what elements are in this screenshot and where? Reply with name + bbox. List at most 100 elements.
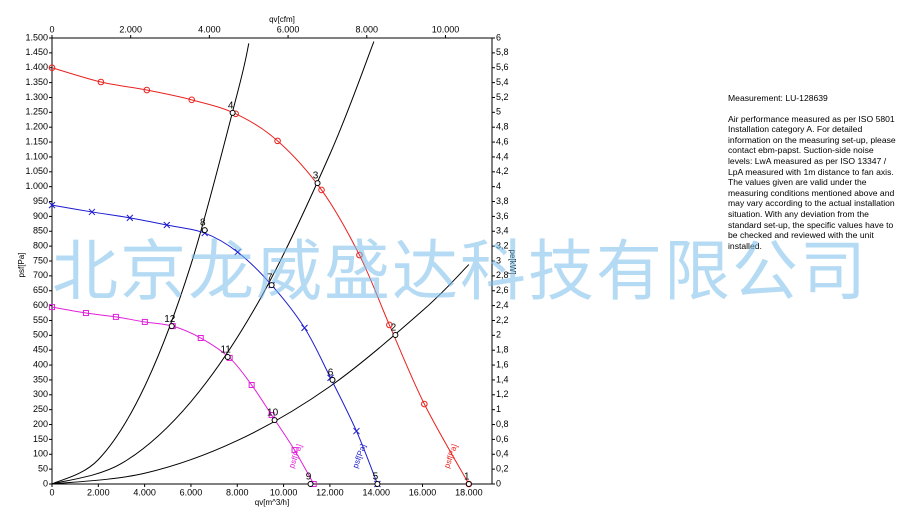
y-tick-label: 400 [33, 359, 48, 369]
curve-marker [274, 137, 281, 145]
system-curve [51, 264, 470, 485]
y-axis-title: psf[Pa] [17, 253, 26, 278]
y-tick-label: 1.100 [25, 151, 48, 161]
y2-axis-title: pe[kW] [508, 250, 517, 275]
operating-point [224, 354, 231, 361]
x-tick-label: 6.000 [180, 487, 203, 497]
curve-label: psf[Pa] [287, 443, 304, 469]
y-tick-label: 200 [33, 419, 48, 429]
operating-point-label: 10 [267, 408, 279, 419]
y-tick-label: 1.000 [25, 181, 48, 191]
operating-point-label: 1 [464, 472, 470, 483]
x-tick-label: 0 [49, 487, 54, 497]
y2-tick-label: 2,4 [496, 300, 509, 310]
operating-point [271, 417, 278, 424]
y-tick-label: 1.150 [25, 136, 48, 146]
note-heading: Measurement: LU-128639 [728, 93, 828, 103]
y-tick-label: 300 [33, 389, 48, 399]
x2-tick-label: 0 [49, 24, 54, 34]
curve-marker [318, 186, 325, 194]
y-tick-label: 250 [33, 404, 48, 414]
y-tick-label: 850 [33, 226, 48, 236]
curve-marker [48, 64, 56, 72]
y2-tick-label: 5,8 [496, 47, 509, 57]
y-tick-label: 750 [33, 255, 48, 265]
x-tick-label: 18.000 [455, 487, 483, 497]
operating-point [465, 481, 472, 487]
y-tick-label: 1.400 [25, 62, 48, 72]
x-tick-label: 4.000 [133, 487, 156, 497]
y2-tick-label: 5,6 [496, 62, 509, 72]
operating-point-label: 2 [391, 323, 397, 334]
y2-tick-label: 3,8 [496, 196, 509, 206]
y2-tick-label: 0,2 [496, 464, 509, 474]
x-tick-label: 8.000 [226, 487, 249, 497]
system-curve [51, 43, 250, 485]
x-tick-label: 14.000 [362, 487, 390, 497]
y-tick-label: 600 [33, 300, 48, 310]
x-tick-label: 2.000 [87, 487, 110, 497]
y-tick-label: 900 [33, 211, 48, 221]
y-tick-label: 0 [43, 478, 48, 488]
y-tick-label: 700 [33, 270, 48, 280]
curve-marker [353, 427, 360, 435]
y2-tick-label: 4,8 [496, 122, 509, 132]
curve-marker [386, 321, 393, 329]
y2-tick-label: 3,4 [496, 226, 509, 236]
curve-marker [197, 335, 204, 342]
operating-point-label: 5 [373, 472, 379, 483]
y-tick-label: 1.350 [25, 77, 48, 87]
y-tick-label: 500 [33, 330, 48, 340]
operating-point [392, 332, 399, 339]
operating-point [168, 323, 175, 330]
y-tick-label: 800 [33, 241, 48, 251]
y2-tick-label: 2,6 [496, 285, 509, 295]
x2-tick-label: 2.000 [119, 24, 142, 34]
x2-tick-label: 10.000 [432, 24, 460, 34]
y-tick-label: 1.200 [25, 122, 48, 132]
operating-point [329, 376, 336, 383]
operating-point-label: 8 [200, 218, 206, 229]
operating-point-label: 7 [267, 273, 273, 284]
curve-marker [141, 318, 148, 325]
y2-tick-label: 1 [496, 404, 501, 414]
y2-tick-label: 5 [496, 107, 501, 117]
curve-label: psf[Pa] [442, 443, 459, 469]
curve-marker [188, 96, 196, 104]
x2-axis-title: qv[cfm] [269, 15, 295, 24]
operating-point [374, 481, 381, 487]
y2-tick-label: 3,6 [496, 211, 509, 221]
curve-marker [291, 447, 298, 454]
x-axis-title: qv[m^3/h] [255, 498, 289, 507]
curve-marker [88, 208, 96, 216]
y2-tick-label: 3,2 [496, 241, 509, 251]
x2-tick-label: 8.000 [355, 24, 378, 34]
y-tick-label: 50 [38, 464, 48, 474]
x2-tick-label: 4.000 [198, 24, 221, 34]
fan-curve [51, 306, 315, 485]
x-tick-label: 12.000 [316, 487, 344, 497]
y2-tick-label: 5,2 [496, 92, 509, 102]
curve-marker [48, 201, 56, 209]
curve-marker [97, 78, 105, 86]
y2-tick-label: 0 [496, 478, 501, 488]
y2-tick-label: 0,8 [496, 419, 509, 429]
watermark: 北京龙威盛达科技有限公司 [52, 233, 868, 310]
measurement-note: Measurement: LU-128639 Air performance m… [728, 93, 896, 261]
y-tick-label: 450 [33, 345, 48, 355]
curve-marker [301, 324, 308, 332]
y2-tick-label: 1,8 [496, 345, 509, 355]
y2-tick-label: 6 [496, 32, 501, 42]
curve-marker [49, 304, 55, 311]
curve-marker [126, 214, 134, 222]
y-tick-label: 1.450 [25, 47, 48, 57]
y2-tick-label: 0,6 [496, 434, 509, 444]
operating-point-label: 6 [328, 368, 334, 379]
y2-tick-label: 1,4 [496, 374, 509, 384]
y-tick-label: 1.050 [25, 166, 48, 176]
y-tick-label: 650 [33, 285, 48, 295]
y2-tick-label: 1,6 [496, 359, 509, 369]
curve-marker [268, 412, 275, 419]
curve-marker [356, 251, 363, 259]
